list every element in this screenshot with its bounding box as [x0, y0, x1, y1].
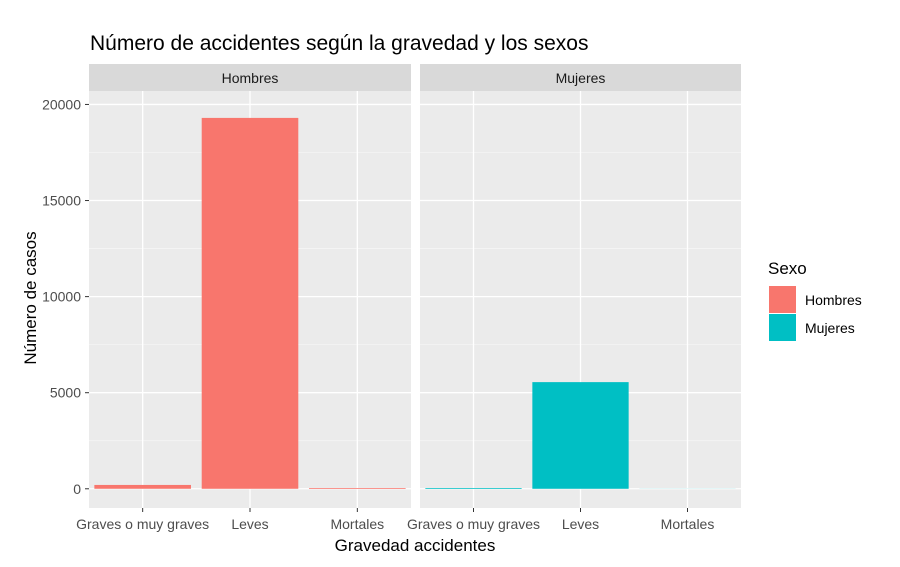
x-axis: Graves o muy graves Leves Mortales Graves o…	[76, 508, 714, 532]
facet-panels: Hombres Mujeres	[89, 64, 741, 508]
legend: Sexo Hombres Mujeres	[768, 259, 862, 341]
x-tick-label: Leves	[562, 516, 599, 532]
facet-strip-label: Hombres	[222, 70, 279, 86]
bar-hombres-1	[201, 117, 299, 489]
legend-label-mujeres: Mujeres	[805, 320, 855, 336]
chart-title: Número de accidentes según la gravedad y…	[90, 32, 588, 55]
x-axis-label: Gravedad accidentes	[335, 536, 496, 555]
y-axis-label: Número de casos	[21, 231, 40, 364]
x-tick-label: Mortales	[330, 516, 384, 532]
bar-hombres-2	[309, 488, 406, 489]
y-tick-label: 5000	[50, 385, 81, 401]
bar-mujeres-1	[532, 382, 629, 489]
facet-strip-label: Mujeres	[556, 70, 606, 86]
x-tick-label: Leves	[231, 516, 268, 532]
facet-panel-1: Mujeres	[420, 64, 741, 508]
facet-strip	[420, 64, 741, 91]
legend-title: Sexo	[768, 259, 807, 278]
y-tick-label: 0	[73, 481, 81, 497]
x-tick-label: Mortales	[661, 516, 715, 532]
x-tick-label: Graves o muy graves	[76, 516, 209, 532]
y-tick-label: 10000	[42, 289, 81, 305]
legend-swatch-hombres	[769, 286, 796, 313]
y-axis: 0 5000 10000 15000 20000	[42, 96, 89, 497]
facet-strip	[89, 64, 411, 91]
y-tick-label: 15000	[42, 193, 81, 209]
x-tick-label: Graves o muy graves	[407, 516, 540, 532]
facet-panel-0: Hombres	[89, 64, 411, 508]
y-tick-label: 20000	[42, 96, 81, 112]
bar-hombres-0	[94, 484, 191, 489]
legend-swatch-mujeres	[769, 314, 796, 341]
legend-label-hombres: Hombres	[805, 292, 862, 308]
bar-mujeres-0	[425, 488, 522, 489]
